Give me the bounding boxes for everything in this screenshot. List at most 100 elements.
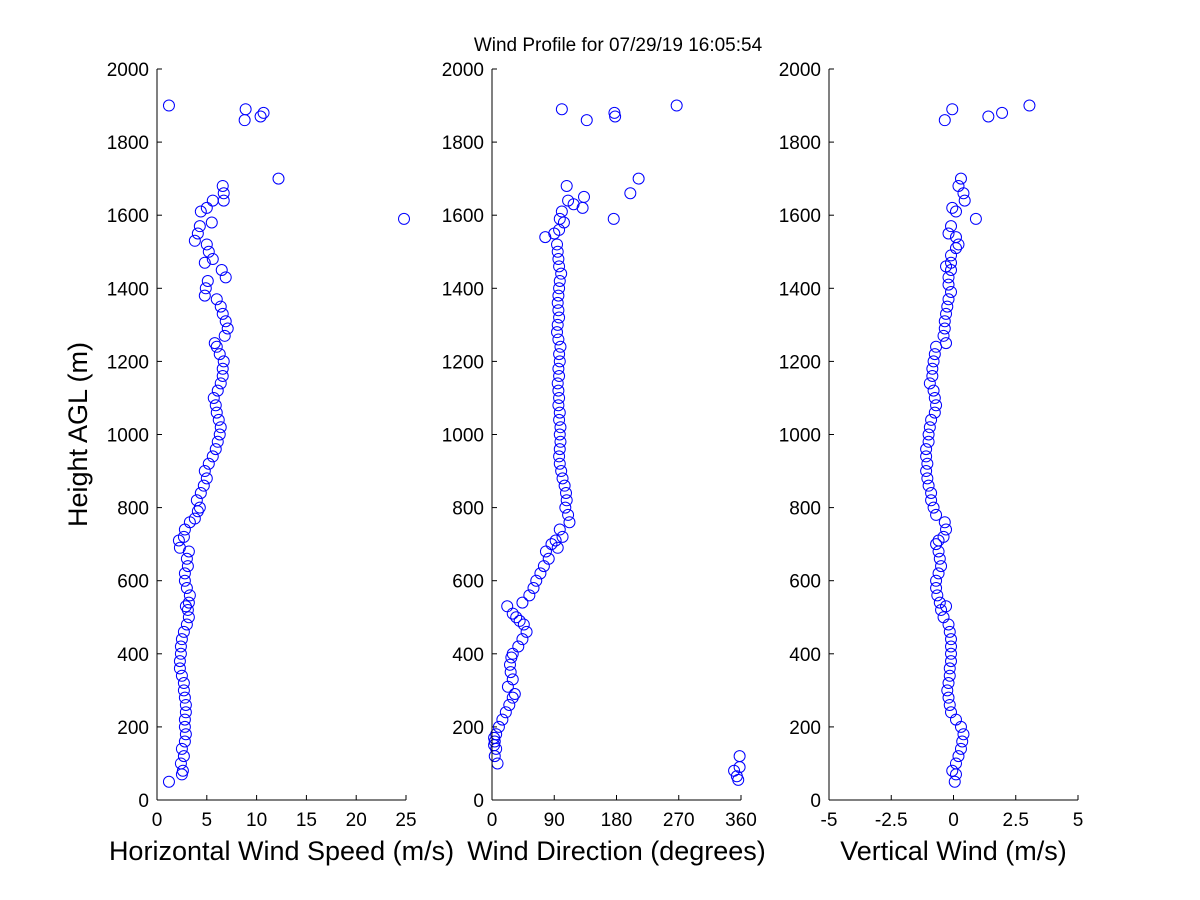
- y-tick-label: 400: [789, 645, 821, 666]
- data-point: [194, 205, 207, 218]
- data-point: [177, 684, 190, 697]
- data-point: [175, 742, 188, 755]
- x-tick-label: -5: [821, 810, 838, 831]
- axis-ticks: 0 200 400 600 800 1000 1200 1400 1600 1800 2000 -5 -…: [779, 60, 1084, 831]
- data-point: [214, 300, 227, 313]
- data-point: [210, 293, 223, 306]
- data-point: [212, 413, 225, 426]
- data-point: [942, 227, 955, 240]
- data-point: [943, 669, 956, 682]
- data-point: [945, 633, 958, 646]
- data-point: [555, 103, 568, 116]
- data-point: [948, 775, 961, 788]
- data-point: [499, 706, 512, 719]
- data-point: [925, 413, 938, 426]
- x-tick-label: 20: [346, 810, 367, 831]
- x-axis-title: Wind Direction (degrees): [467, 836, 766, 866]
- data-point: [553, 282, 566, 295]
- y-tick-label: 200: [789, 718, 821, 739]
- data-point: [558, 479, 571, 492]
- data-point: [941, 300, 954, 313]
- data-point: [209, 443, 222, 456]
- x-axis-title: Horizontal Wind Speed (m/s): [109, 836, 454, 866]
- data-point: [563, 516, 576, 529]
- data-point: [175, 669, 188, 682]
- data-point: [560, 179, 573, 192]
- data-point: [933, 596, 946, 609]
- x-tick-label: 90: [544, 810, 565, 831]
- data-point: [200, 238, 213, 251]
- data-point: [928, 348, 941, 361]
- x-tick-label: 360: [725, 810, 757, 831]
- data-point: [553, 355, 566, 368]
- data-point: [176, 764, 189, 777]
- data-point: [216, 370, 229, 383]
- data-point: [996, 106, 1009, 119]
- y-tick-label: 1800: [442, 133, 484, 154]
- data-point: [202, 457, 215, 470]
- data-point: [922, 435, 935, 448]
- data-point: [926, 370, 939, 383]
- y-tick-label: 1400: [442, 279, 484, 300]
- data-point: [930, 508, 943, 521]
- data-point: [954, 172, 967, 185]
- data-point: [553, 413, 566, 426]
- y-tick-label: 1800: [107, 133, 149, 154]
- data-point: [927, 355, 940, 368]
- scatter-points: [488, 99, 746, 786]
- data-point: [552, 399, 565, 412]
- data-point: [952, 238, 965, 251]
- data-point: [928, 406, 941, 419]
- data-point: [553, 523, 566, 536]
- y-tick-label: 2000: [779, 60, 821, 81]
- data-point: [534, 567, 547, 580]
- data-point: [211, 435, 224, 448]
- data-point: [214, 421, 227, 434]
- y-tick-label: 1200: [779, 352, 821, 373]
- data-point: [516, 596, 529, 609]
- data-point: [608, 106, 621, 119]
- data-point: [938, 322, 951, 335]
- data-point: [930, 399, 943, 412]
- data-point: [513, 614, 526, 627]
- data-point: [551, 541, 564, 554]
- x-tick-label: 0: [948, 810, 959, 831]
- data-point: [940, 600, 953, 613]
- data-point: [562, 508, 575, 521]
- x-tick-label: 0: [487, 810, 498, 831]
- data-point: [209, 399, 222, 412]
- y-tick-label: 1400: [779, 279, 821, 300]
- data-point: [945, 220, 958, 233]
- data-point: [552, 333, 565, 346]
- data-point: [925, 486, 938, 499]
- data-point: [553, 274, 566, 287]
- data-point: [922, 428, 935, 441]
- data-point: [555, 465, 568, 478]
- x-tick-label: 0: [152, 810, 163, 831]
- data-point: [254, 110, 267, 123]
- data-point: [925, 494, 938, 507]
- y-axis-title: Height AGL (m): [63, 342, 93, 527]
- data-point: [946, 764, 959, 777]
- data-point: [982, 110, 995, 123]
- y-tick-label: 1000: [442, 426, 484, 447]
- data-point: [927, 501, 940, 514]
- axis-ticks: 0 200 400 600 800 1000 1200 1400 1600 1800 2000 0 5 1…: [107, 60, 417, 831]
- data-point: [217, 194, 230, 207]
- data-point: [198, 256, 211, 269]
- data-point: [554, 435, 567, 448]
- data-point: [503, 658, 516, 671]
- data-point: [940, 337, 953, 350]
- data-point: [945, 256, 958, 269]
- data-point: [211, 384, 224, 397]
- data-point: [552, 253, 565, 266]
- data-point: [206, 450, 219, 463]
- y-tick-label: 2000: [107, 60, 149, 81]
- x-tick-label: 15: [296, 810, 317, 831]
- data-point: [952, 179, 965, 192]
- data-point: [512, 640, 525, 653]
- data-point: [609, 110, 622, 123]
- data-point: [937, 329, 950, 342]
- y-tick-label: 800: [117, 499, 149, 520]
